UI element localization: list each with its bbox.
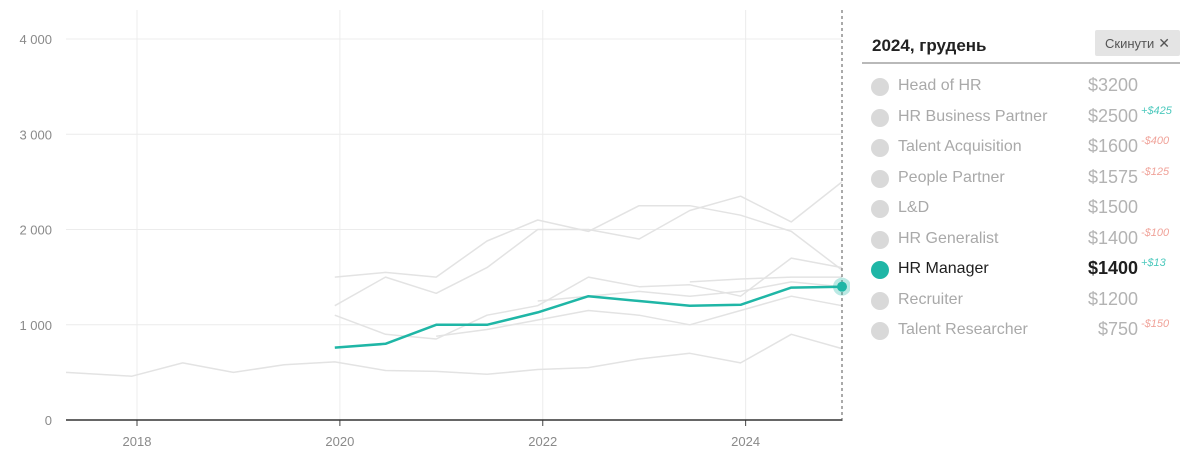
series-delta: -$125 xyxy=(1141,165,1170,178)
series-delta: -$400 xyxy=(1141,135,1170,147)
series-value: $3200 xyxy=(1087,75,1138,95)
series-label: HR Business Partner xyxy=(898,107,1048,125)
series-value: $1500 xyxy=(1087,197,1138,217)
series-line xyxy=(65,333,843,377)
y-tick-label: 1 000 xyxy=(19,318,52,333)
series-list: Head of HR $3200 HR Business Partner $2500 +… xyxy=(862,72,1180,347)
series-value: $750 xyxy=(1097,319,1138,339)
series-toggle-dot[interactable] xyxy=(871,322,889,340)
series-row[interactable]: HR Manager $1400 +$13 xyxy=(862,255,1180,286)
salary-line-chart: 0 1 000 2 000 3 000 4 000 2018 2020 2022 2024 xyxy=(19,10,850,449)
cursor-point xyxy=(837,281,847,292)
series-toggle-dot[interactable] xyxy=(871,291,889,310)
series-toggle-dot[interactable] xyxy=(871,169,889,188)
series-label: HR Generalist xyxy=(898,229,999,247)
series-label: L&D xyxy=(898,199,930,216)
close-icon: ✕ xyxy=(1158,35,1170,51)
hover-cursor xyxy=(833,10,850,424)
series-line xyxy=(334,181,843,307)
series-delta: -$100 xyxy=(1141,226,1170,239)
series-row[interactable]: HR Business Partner $2500 +$425 xyxy=(862,103,1180,134)
series-row[interactable]: Talent Researcher $750 -$150 xyxy=(862,316,1180,347)
series-toggle-dot[interactable] xyxy=(871,230,889,249)
series-row[interactable]: Head of HR $3200 xyxy=(862,72,1180,103)
chart-grid xyxy=(66,10,842,421)
series-delta: +$425 xyxy=(1141,104,1172,117)
series-line xyxy=(334,257,843,340)
highlighted-series-line xyxy=(334,285,843,349)
y-tick-label: 2 000 xyxy=(19,223,52,238)
series-row[interactable]: HR Generalist $1400 -$100 xyxy=(862,225,1180,256)
reset-button[interactable]: Скинути ✕ xyxy=(1095,30,1180,56)
series-label: Talent Researcher xyxy=(898,321,1028,338)
series-toggle-dot[interactable] xyxy=(871,261,889,279)
y-tick-label: 3 000 xyxy=(19,127,52,142)
series-toggle-dot[interactable] xyxy=(871,78,889,96)
series-line xyxy=(689,276,842,283)
series-value: $1200 xyxy=(1087,288,1138,309)
x-tick-label: 2018 xyxy=(123,434,152,449)
series-line-hr-manager xyxy=(334,285,843,349)
background-series-lines xyxy=(65,181,843,377)
panel-title: 2024, грудень xyxy=(872,36,987,55)
series-value: $1400 xyxy=(1087,258,1138,278)
panel-header: 2024, грудень Скинути ✕ xyxy=(862,24,1180,64)
series-value: $1575 xyxy=(1087,166,1138,187)
series-toggle-dot[interactable] xyxy=(871,200,889,218)
series-delta: -$150 xyxy=(1141,318,1170,330)
x-tick-label: 2022 xyxy=(528,434,557,449)
series-line xyxy=(334,204,843,278)
x-tick-label: 2024 xyxy=(731,434,760,449)
series-label: Talent Acquisition xyxy=(898,138,1022,155)
series-value: $1400 xyxy=(1087,227,1138,248)
series-label: People Partner xyxy=(898,168,1005,186)
series-row[interactable]: Recruiter $1200 xyxy=(862,286,1180,317)
tooltip-legend-panel: 2024, грудень Скинути ✕ Head of HR $3200 HR… xyxy=(862,24,1180,347)
series-row[interactable]: L&D $1500 xyxy=(862,194,1180,225)
series-row[interactable]: Talent Acquisition $1600 -$400 xyxy=(862,133,1180,164)
series-delta: +$13 xyxy=(1141,257,1166,269)
series-toggle-dot[interactable] xyxy=(871,108,889,127)
chart-axes: 0 1 000 2 000 3 000 4 000 2018 2020 2022 2024 xyxy=(19,32,842,449)
series-label: Recruiter xyxy=(898,290,963,308)
series-value: $1600 xyxy=(1087,136,1138,156)
x-tick-label: 2020 xyxy=(325,434,354,449)
y-tick-label: 0 xyxy=(45,413,52,428)
series-label: Head of HR xyxy=(898,77,982,94)
y-tick-label: 4 000 xyxy=(19,32,52,47)
series-value: $2500 xyxy=(1087,105,1138,126)
reset-button-label: Скинути xyxy=(1105,36,1155,51)
series-toggle-dot[interactable] xyxy=(871,139,889,157)
series-label: HR Manager xyxy=(898,260,989,277)
series-row[interactable]: People Partner $1575 -$125 xyxy=(862,164,1180,195)
series-line xyxy=(436,295,843,337)
